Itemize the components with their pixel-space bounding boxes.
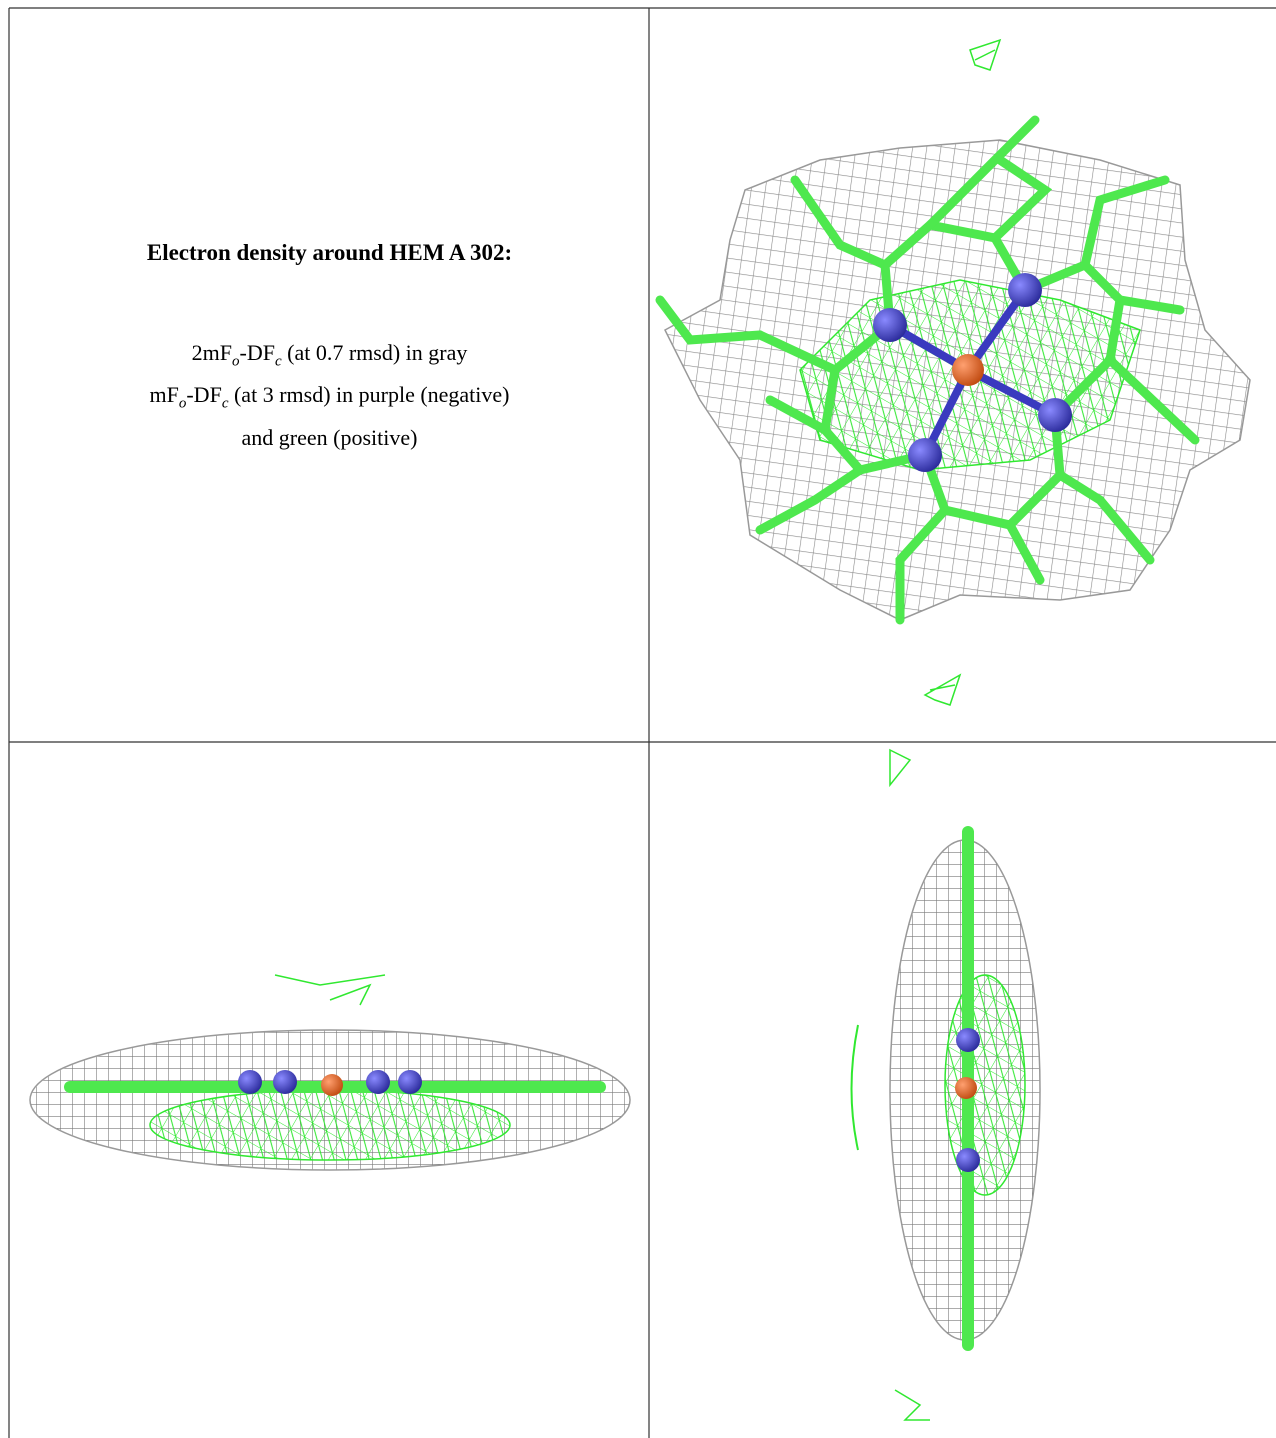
caption-line: and green (positive): [10, 421, 649, 454]
subscript: o: [178, 395, 187, 412]
text-run: (at 0.7 rmsd) in gray: [281, 340, 468, 365]
subscript: o: [232, 353, 240, 370]
text-run: -DF: [186, 382, 222, 408]
table-borders: [8, 7, 1276, 1438]
text-run: (at 3 rmsd) in purple (negative): [228, 382, 510, 408]
top-view: [655, 38, 1251, 706]
caption-title: Electron density around HEM A 302:: [146, 240, 513, 265]
text-run: -DF: [239, 340, 275, 365]
text-run: 2mF: [191, 340, 232, 365]
edge-view: [850, 748, 1041, 1421]
caption: Electron density around HEM A 302: 2mFo-…: [10, 240, 649, 454]
caption-line: 2mFo-DFc (at 0.7 rmsd) in gray: [10, 336, 649, 378]
side-view: [29, 974, 631, 1171]
caption-line: mFo-DFc (at 3 rmsd) in purple (negative): [10, 378, 649, 420]
text-run: mF: [149, 382, 179, 408]
text-run: and green (positive): [241, 424, 418, 450]
caption-lines: 2mFo-DFc (at 0.7 rmsd) in gray mFo-DFc (a…: [10, 336, 649, 454]
subscript: c: [221, 395, 229, 412]
subscript: c: [274, 353, 282, 370]
